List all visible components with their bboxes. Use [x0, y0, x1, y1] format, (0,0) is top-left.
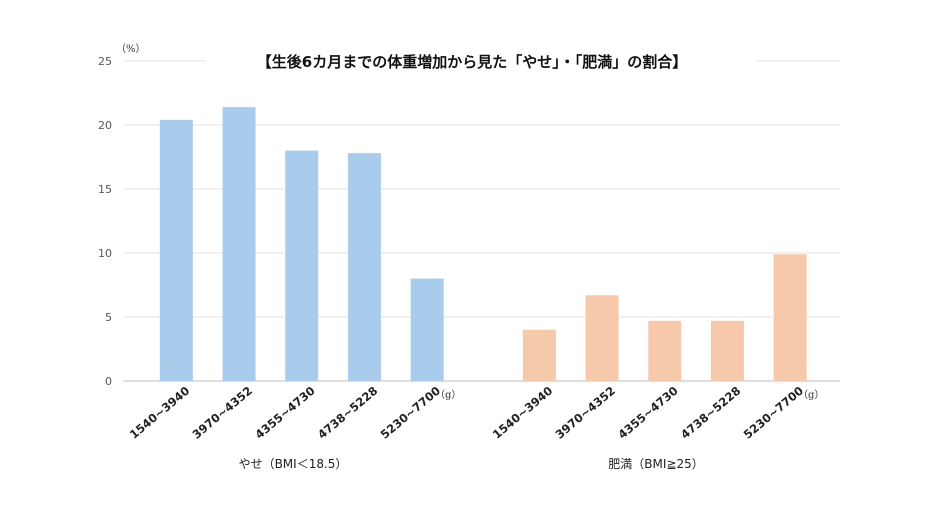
x-tick-label: 4738~5228: [315, 384, 380, 442]
x-axis-ticks: 1540~39403970~43524355~47304738~52285230…: [127, 384, 806, 442]
group-label-himan: 肥満（BMI≧25）: [608, 457, 703, 471]
x-axis-unit-left: （g）: [435, 389, 461, 401]
y-tick-label: 25: [98, 55, 112, 68]
title-background: [206, 48, 756, 74]
y-axis-ticks: 0 5 10 15 20 25: [98, 55, 112, 388]
bar-yase: [159, 119, 193, 381]
y-tick-label: 10: [98, 247, 112, 260]
bar-yase: [222, 107, 256, 381]
bar-himan: [773, 254, 807, 381]
bar-himan: [585, 295, 619, 381]
y-tick-label: 20: [98, 119, 112, 132]
x-axis-unit-right: （g）: [798, 389, 824, 401]
group-label-yase: やせ（BMI＜18.5）: [239, 457, 348, 471]
x-tick-label: 3970~4352: [190, 384, 255, 442]
x-tick-label: 5230~7700: [741, 384, 806, 442]
x-tick-label: 5230~7700: [378, 384, 443, 442]
x-tick-label: 4355~4730: [252, 384, 317, 442]
y-tick-label: 5: [105, 311, 112, 324]
bar-yase: [347, 153, 381, 381]
x-tick-label: 1540~3940: [127, 384, 192, 442]
chart-title: 【生後6カ月までの体重増加から見た「やせ」・「肥満」の割合】: [257, 53, 687, 71]
bar-yase: [410, 278, 444, 381]
bars: [159, 107, 807, 381]
bar-himan: [522, 329, 556, 381]
y-tick-label: 0: [105, 375, 112, 388]
x-tick-label: 3970~4352: [553, 384, 618, 442]
x-tick-label: 4738~5228: [678, 384, 743, 442]
x-tick-label: 4355~4730: [615, 384, 680, 442]
bar-himan: [710, 320, 744, 381]
x-tick-label: 1540~3940: [490, 384, 555, 442]
bar-himan: [648, 320, 682, 381]
y-axis-unit: （%）: [116, 43, 146, 55]
bar-yase: [285, 150, 319, 381]
y-tick-label: 15: [98, 183, 112, 196]
